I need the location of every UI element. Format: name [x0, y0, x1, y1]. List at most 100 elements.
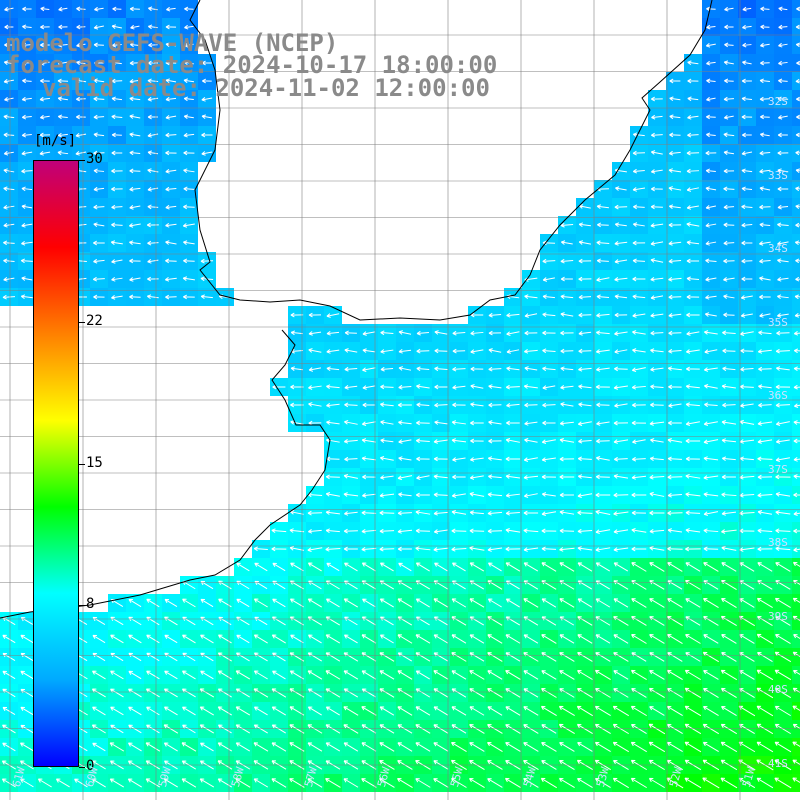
- wind-arrow: [433, 670, 449, 680]
- wind-arrow: [416, 384, 430, 389]
- wind-arrow: [759, 78, 770, 84]
- wind-arrow: [415, 598, 430, 608]
- wind-arrow: [613, 616, 629, 626]
- wind-arrow: [398, 348, 412, 354]
- wind-arrow: [687, 114, 699, 120]
- wind-arrow: [685, 616, 701, 626]
- wind-arrow: [795, 42, 800, 48]
- wind-arrow: [595, 562, 611, 572]
- wind-arrow: [128, 670, 142, 680]
- wind-arrow: [523, 706, 539, 716]
- wind-arrow: [37, 778, 52, 788]
- colorbar-tick-mark: [79, 605, 85, 607]
- wind-arrow: [632, 222, 645, 227]
- wind-arrow: [595, 598, 611, 608]
- wind-speed-cell: [792, 576, 800, 594]
- wind-arrow: [703, 634, 719, 644]
- wind-arrow: [721, 529, 737, 534]
- wind-arrow: [541, 439, 556, 444]
- wind-arrow: [165, 114, 177, 120]
- wind-arrow: [741, 240, 753, 246]
- wind-arrow: [217, 742, 233, 752]
- wind-arrow: [379, 634, 394, 644]
- wind-arrow: [613, 688, 629, 698]
- wind-arrow: [631, 492, 647, 498]
- wind-arrow: [200, 294, 213, 300]
- wind-arrow: [667, 474, 683, 480]
- wind-arrow: [632, 132, 645, 138]
- wind-arrow: [578, 240, 591, 245]
- wind-arrow: [165, 132, 177, 138]
- wind-arrow: [92, 706, 106, 716]
- wind-arrow: [705, 168, 716, 174]
- wind-arrow: [741, 204, 753, 210]
- wind-arrow: [469, 475, 484, 480]
- wind-arrow: [39, 42, 50, 48]
- wind-arrow: [742, 24, 752, 30]
- wind-arrow: [759, 222, 771, 228]
- wind-arrow: [184, 24, 194, 30]
- wind-arrow: [147, 240, 159, 246]
- wind-arrow: [774, 723, 791, 735]
- wind-arrow: [703, 367, 718, 372]
- wind-arrow: [92, 742, 106, 752]
- wind-arrow: [201, 132, 213, 138]
- wind-arrow: [650, 223, 664, 228]
- wind-arrow: [111, 96, 123, 102]
- wind-arrow: [523, 384, 538, 389]
- wind-arrow: [541, 511, 557, 516]
- wind-arrow: [793, 634, 800, 639]
- wind-arrow: [271, 742, 287, 752]
- wind-arrow: [723, 96, 734, 102]
- wind-arrow: [39, 132, 51, 138]
- wind-arrow: [235, 706, 251, 716]
- wind-arrow: [379, 706, 395, 716]
- wind-arrow: [470, 312, 484, 318]
- wind-arrow: [703, 528, 719, 534]
- wind-arrow: [758, 330, 772, 336]
- wind-arrow: [362, 598, 376, 608]
- wind-arrow: [344, 330, 357, 336]
- wind-arrow: [775, 546, 791, 551]
- wind-arrow: [505, 724, 521, 734]
- wind-arrow: [3, 240, 15, 246]
- wind-arrow: [40, 6, 50, 12]
- wind-arrow: [289, 598, 304, 608]
- wind-arrow: [702, 741, 719, 753]
- wind-arrow: [3, 168, 15, 173]
- wind-arrow: [326, 313, 340, 318]
- wind-arrow: [721, 511, 737, 516]
- wind-arrow: [704, 402, 718, 408]
- wind-arrow: [289, 706, 305, 716]
- wind-arrow: [774, 669, 792, 681]
- wind-arrow: [613, 547, 629, 552]
- wind-arrow: [111, 204, 123, 210]
- wind-arrow: [308, 385, 322, 390]
- wind-arrow: [200, 598, 214, 608]
- wind-arrow: [451, 616, 467, 626]
- wind-arrow: [506, 366, 520, 371]
- wind-arrow: [756, 597, 773, 609]
- wind-arrow: [721, 492, 737, 498]
- wind-arrow: [703, 511, 719, 517]
- wind-arrow: [613, 439, 629, 444]
- wind-arrow: [759, 294, 771, 300]
- wind-arrow: [578, 384, 592, 389]
- wind-arrow: [685, 421, 700, 426]
- wind-arrow: [632, 330, 646, 335]
- wind-arrow: [632, 258, 645, 264]
- wind-arrow: [595, 474, 610, 480]
- wind-arrow: [793, 420, 800, 425]
- wind-arrow: [307, 598, 322, 608]
- wind-arrow: [542, 294, 556, 300]
- wind-arrow: [776, 366, 790, 371]
- wind-arrow: [147, 133, 159, 138]
- wind-arrow: [452, 562, 466, 572]
- wind-arrow: [2, 294, 16, 300]
- wind-arrow: [777, 204, 789, 210]
- wind-arrow: [505, 742, 521, 752]
- wind-arrow: [92, 652, 106, 662]
- wind-arrow: [775, 633, 791, 644]
- wind-arrow: [253, 670, 268, 680]
- wind-arrow: [289, 688, 305, 698]
